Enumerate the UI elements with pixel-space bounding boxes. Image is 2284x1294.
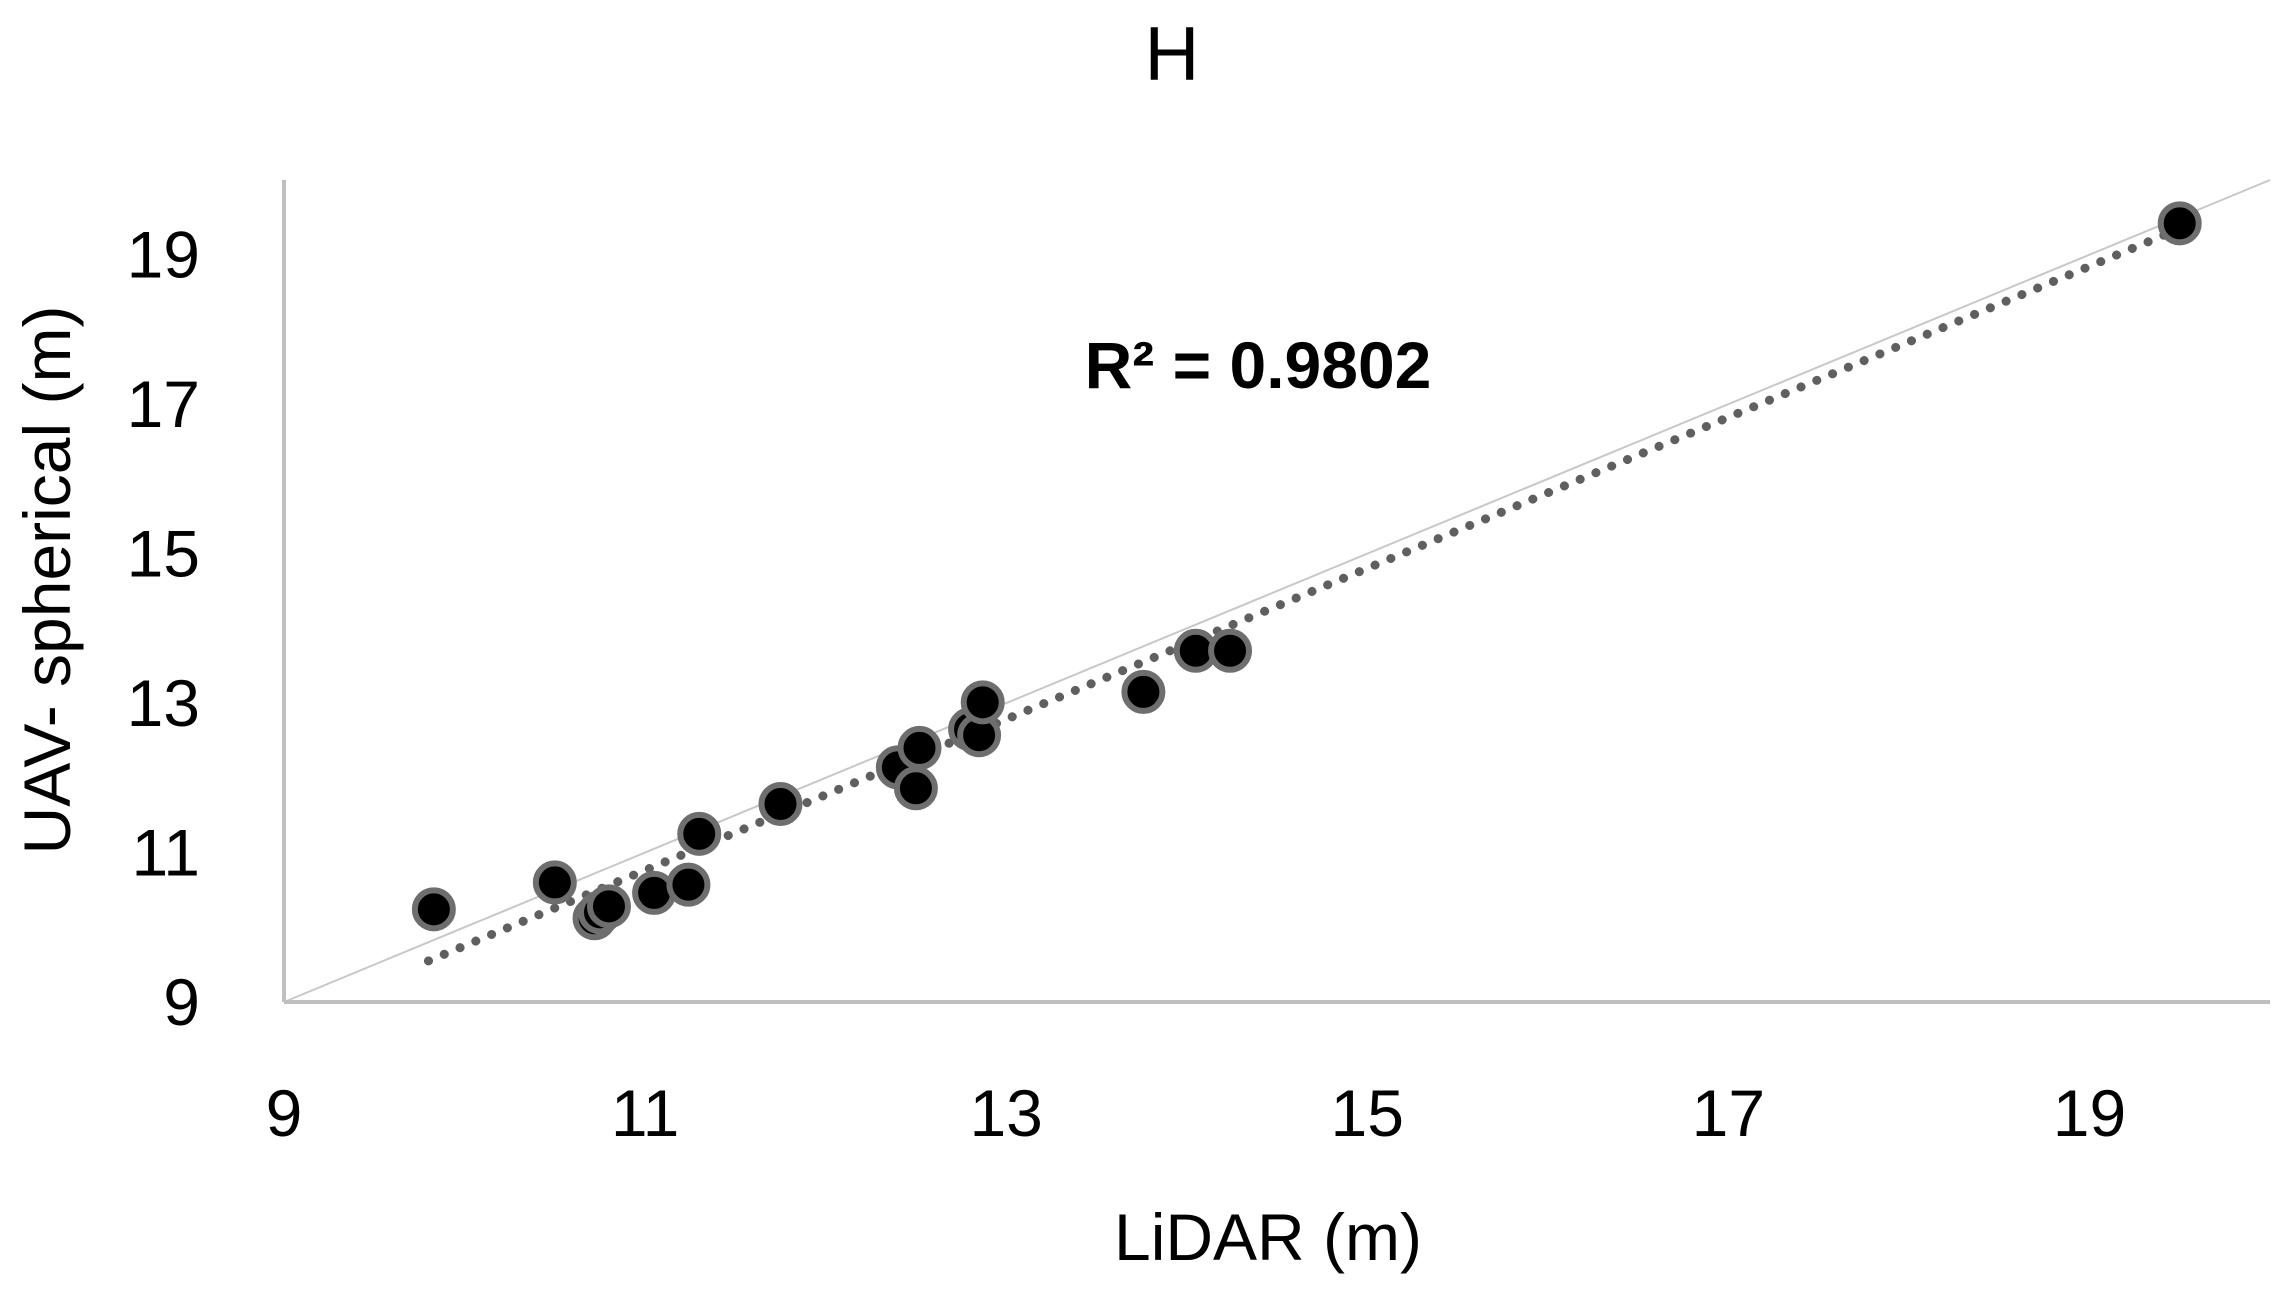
y-tick-label: 17 <box>127 367 200 441</box>
data-point <box>586 884 631 929</box>
data-point <box>677 811 722 856</box>
x-tick-label: 11 <box>611 1076 680 1150</box>
x-tick-labels: 9 11 13 15 17 19 <box>266 1076 2127 1150</box>
x-tick-label: 9 <box>266 1076 303 1150</box>
x-tick-label: 19 <box>2053 1076 2126 1150</box>
y-tick-label: 13 <box>127 666 200 740</box>
data-point <box>893 766 938 811</box>
data-point <box>411 887 456 932</box>
r-squared-annotation: R² = 0.9802 <box>1085 328 1432 402</box>
trendline <box>423 220 2194 966</box>
data-point <box>960 680 1005 725</box>
y-tick-label: 15 <box>127 517 200 591</box>
data-point <box>758 781 803 826</box>
data-point <box>1208 628 1253 673</box>
data-point <box>1121 669 1166 714</box>
data-point <box>666 862 711 907</box>
chart-title: H <box>1145 12 1200 97</box>
y-tick-label: 11 <box>131 816 200 890</box>
reference-line <box>283 179 2271 1003</box>
y-tick-label: 9 <box>163 965 200 1039</box>
data-point <box>532 860 577 905</box>
x-tick-label: 13 <box>969 1076 1042 1150</box>
data-point <box>2157 201 2202 246</box>
data-point <box>897 725 942 770</box>
plot-area <box>282 179 2271 1004</box>
data-points <box>411 201 2202 941</box>
y-tick-labels: 9 11 13 15 17 19 <box>127 218 200 1039</box>
y-axis-label: UAV- spherical (m) <box>10 306 84 855</box>
x-axis-label: LiDAR (m) <box>1114 1200 1422 1274</box>
x-tick-label: 17 <box>1692 1076 1765 1150</box>
y-tick-label: 19 <box>127 218 200 292</box>
x-tick-label: 15 <box>1331 1076 1404 1150</box>
